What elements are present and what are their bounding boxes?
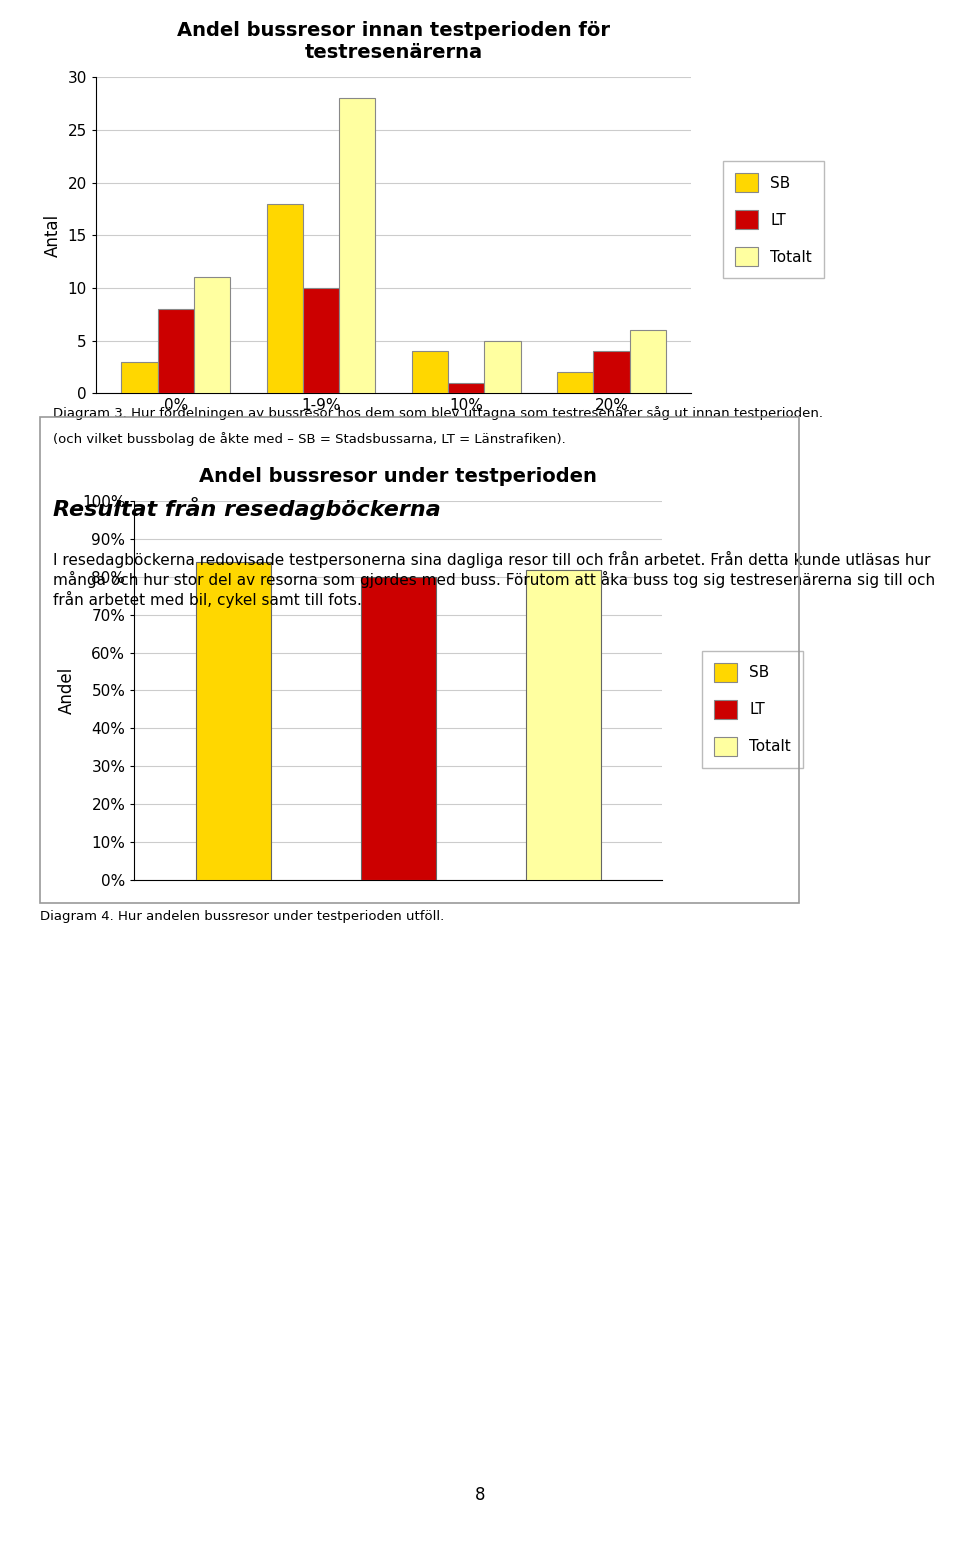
- Text: 8: 8: [475, 1486, 485, 1504]
- Bar: [361, 577, 436, 880]
- Bar: [194, 278, 230, 393]
- Legend: SB, LT, Totalt: SB, LT, Totalt: [702, 651, 804, 768]
- Title: Andel bussresor under testperioden: Andel bussresor under testperioden: [200, 468, 597, 486]
- Bar: [593, 352, 630, 393]
- Bar: [485, 341, 520, 393]
- Text: Diagram 4. Hur andelen bussresor under testperioden utföll.: Diagram 4. Hur andelen bussresor under t…: [40, 910, 444, 923]
- Bar: [557, 372, 593, 393]
- Bar: [302, 289, 339, 393]
- Bar: [196, 562, 271, 880]
- Text: I resedagböckerna redovisade testpersonerna sina dagliga resor till och från arb: I resedagböckerna redovisade testpersone…: [53, 551, 935, 608]
- Bar: [630, 330, 666, 393]
- Bar: [412, 352, 448, 393]
- Text: Diagram 3. Hur fördelningen av bussresor hos dem som blev uttagna som testresenä: Diagram 3. Hur fördelningen av bussresor…: [53, 406, 823, 420]
- Text: (och vilket bussbolag de åkte med – SB = Stadsbussarna, LT = Länstrafiken).: (och vilket bussbolag de åkte med – SB =…: [53, 432, 565, 446]
- Bar: [121, 361, 157, 393]
- Bar: [157, 309, 194, 393]
- Text: Resultat från resedagböckerna: Resultat från resedagböckerna: [53, 497, 441, 520]
- Bar: [339, 99, 375, 393]
- Bar: [448, 383, 485, 393]
- Y-axis label: Andel: Andel: [59, 667, 76, 714]
- Bar: [267, 204, 302, 393]
- Y-axis label: Antal: Antal: [44, 214, 62, 256]
- Legend: SB, LT, Totalt: SB, LT, Totalt: [723, 160, 824, 278]
- Title: Andel bussresor innan testperioden för
testresenärerna: Andel bussresor innan testperioden för t…: [177, 20, 611, 62]
- Bar: [526, 569, 601, 880]
